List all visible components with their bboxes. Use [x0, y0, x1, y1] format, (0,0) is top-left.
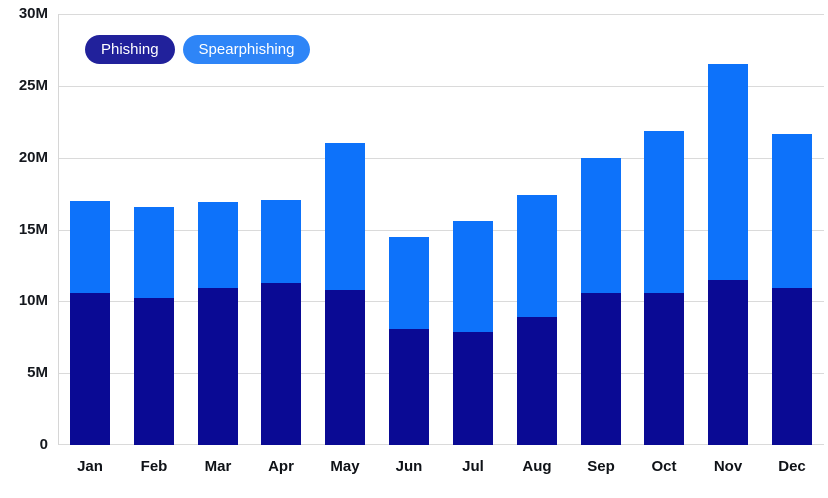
bar-phishing-jul[interactable] — [453, 332, 493, 445]
gridline-10M — [58, 301, 824, 302]
x-axis-label-sep: Sep — [587, 458, 615, 475]
gridline-5M — [58, 373, 824, 374]
y-axis-tick-label: 10M — [18, 292, 48, 309]
x-axis-label-apr: Apr — [268, 458, 294, 475]
y-axis-tick-label: 25M — [18, 77, 48, 94]
bar-spearphishing-nov[interactable] — [708, 64, 748, 280]
plot-area — [58, 14, 824, 445]
bar-phishing-feb[interactable] — [134, 298, 174, 445]
bar-spearphishing-feb[interactable] — [134, 207, 174, 298]
y-axis-tick-label: 0 — [39, 436, 48, 453]
gridline-30M — [58, 14, 824, 15]
x-axis-label-dec: Dec — [778, 458, 806, 475]
y-axis-tick-label: 5M — [27, 364, 48, 381]
bar-phishing-oct[interactable] — [644, 293, 684, 445]
x-axis-label-jun: Jun — [395, 458, 423, 475]
x-axis-label-jan: Jan — [77, 458, 103, 475]
bar-phishing-apr[interactable] — [261, 283, 301, 445]
x-axis-label-aug: Aug — [522, 458, 552, 475]
bar-spearphishing-jul[interactable] — [453, 221, 493, 332]
x-axis-label-mar: Mar — [204, 458, 232, 475]
gridline-20M — [58, 158, 824, 159]
legend-pill-spearphishing[interactable]: Spearphishing — [182, 35, 311, 64]
gridline-25M — [58, 86, 824, 87]
x-axis-label-feb: Feb — [140, 458, 168, 475]
x-axis-label-may: May — [330, 458, 360, 475]
bar-phishing-sep[interactable] — [581, 293, 621, 445]
y-axis-tick-label: 20M — [18, 149, 48, 166]
x-axis-label-jul: Jul — [462, 458, 484, 475]
bar-phishing-mar[interactable] — [198, 288, 238, 445]
x-axis-label-nov: Nov — [713, 458, 743, 475]
y-axis-line — [58, 14, 59, 445]
bar-phishing-nov[interactable] — [708, 280, 748, 445]
bar-phishing-jun[interactable] — [389, 329, 429, 445]
bar-spearphishing-dec[interactable] — [772, 134, 812, 288]
bar-spearphishing-aug[interactable] — [517, 195, 557, 317]
y-axis-tick-label: 15M — [18, 221, 48, 238]
bar-spearphishing-sep[interactable] — [581, 158, 621, 293]
bar-phishing-dec[interactable] — [772, 288, 812, 445]
bar-phishing-aug[interactable] — [517, 317, 557, 445]
legend: Phishing Spearphishing — [85, 35, 311, 64]
y-axis-tick-label: 30M — [18, 5, 48, 22]
legend-pill-phishing[interactable]: Phishing — [85, 35, 175, 64]
bar-spearphishing-apr[interactable] — [261, 200, 301, 283]
gridline-0 — [58, 444, 824, 445]
bar-spearphishing-jan[interactable] — [70, 201, 110, 293]
bar-spearphishing-may[interactable] — [325, 143, 365, 290]
bar-spearphishing-jun[interactable] — [389, 237, 429, 329]
gridline-15M — [58, 230, 824, 231]
x-axis-label-oct: Oct — [651, 458, 677, 475]
bar-spearphishing-oct[interactable] — [644, 131, 684, 293]
bar-phishing-may[interactable] — [325, 290, 365, 445]
bar-phishing-jan[interactable] — [70, 293, 110, 445]
bar-spearphishing-mar[interactable] — [198, 202, 238, 288]
